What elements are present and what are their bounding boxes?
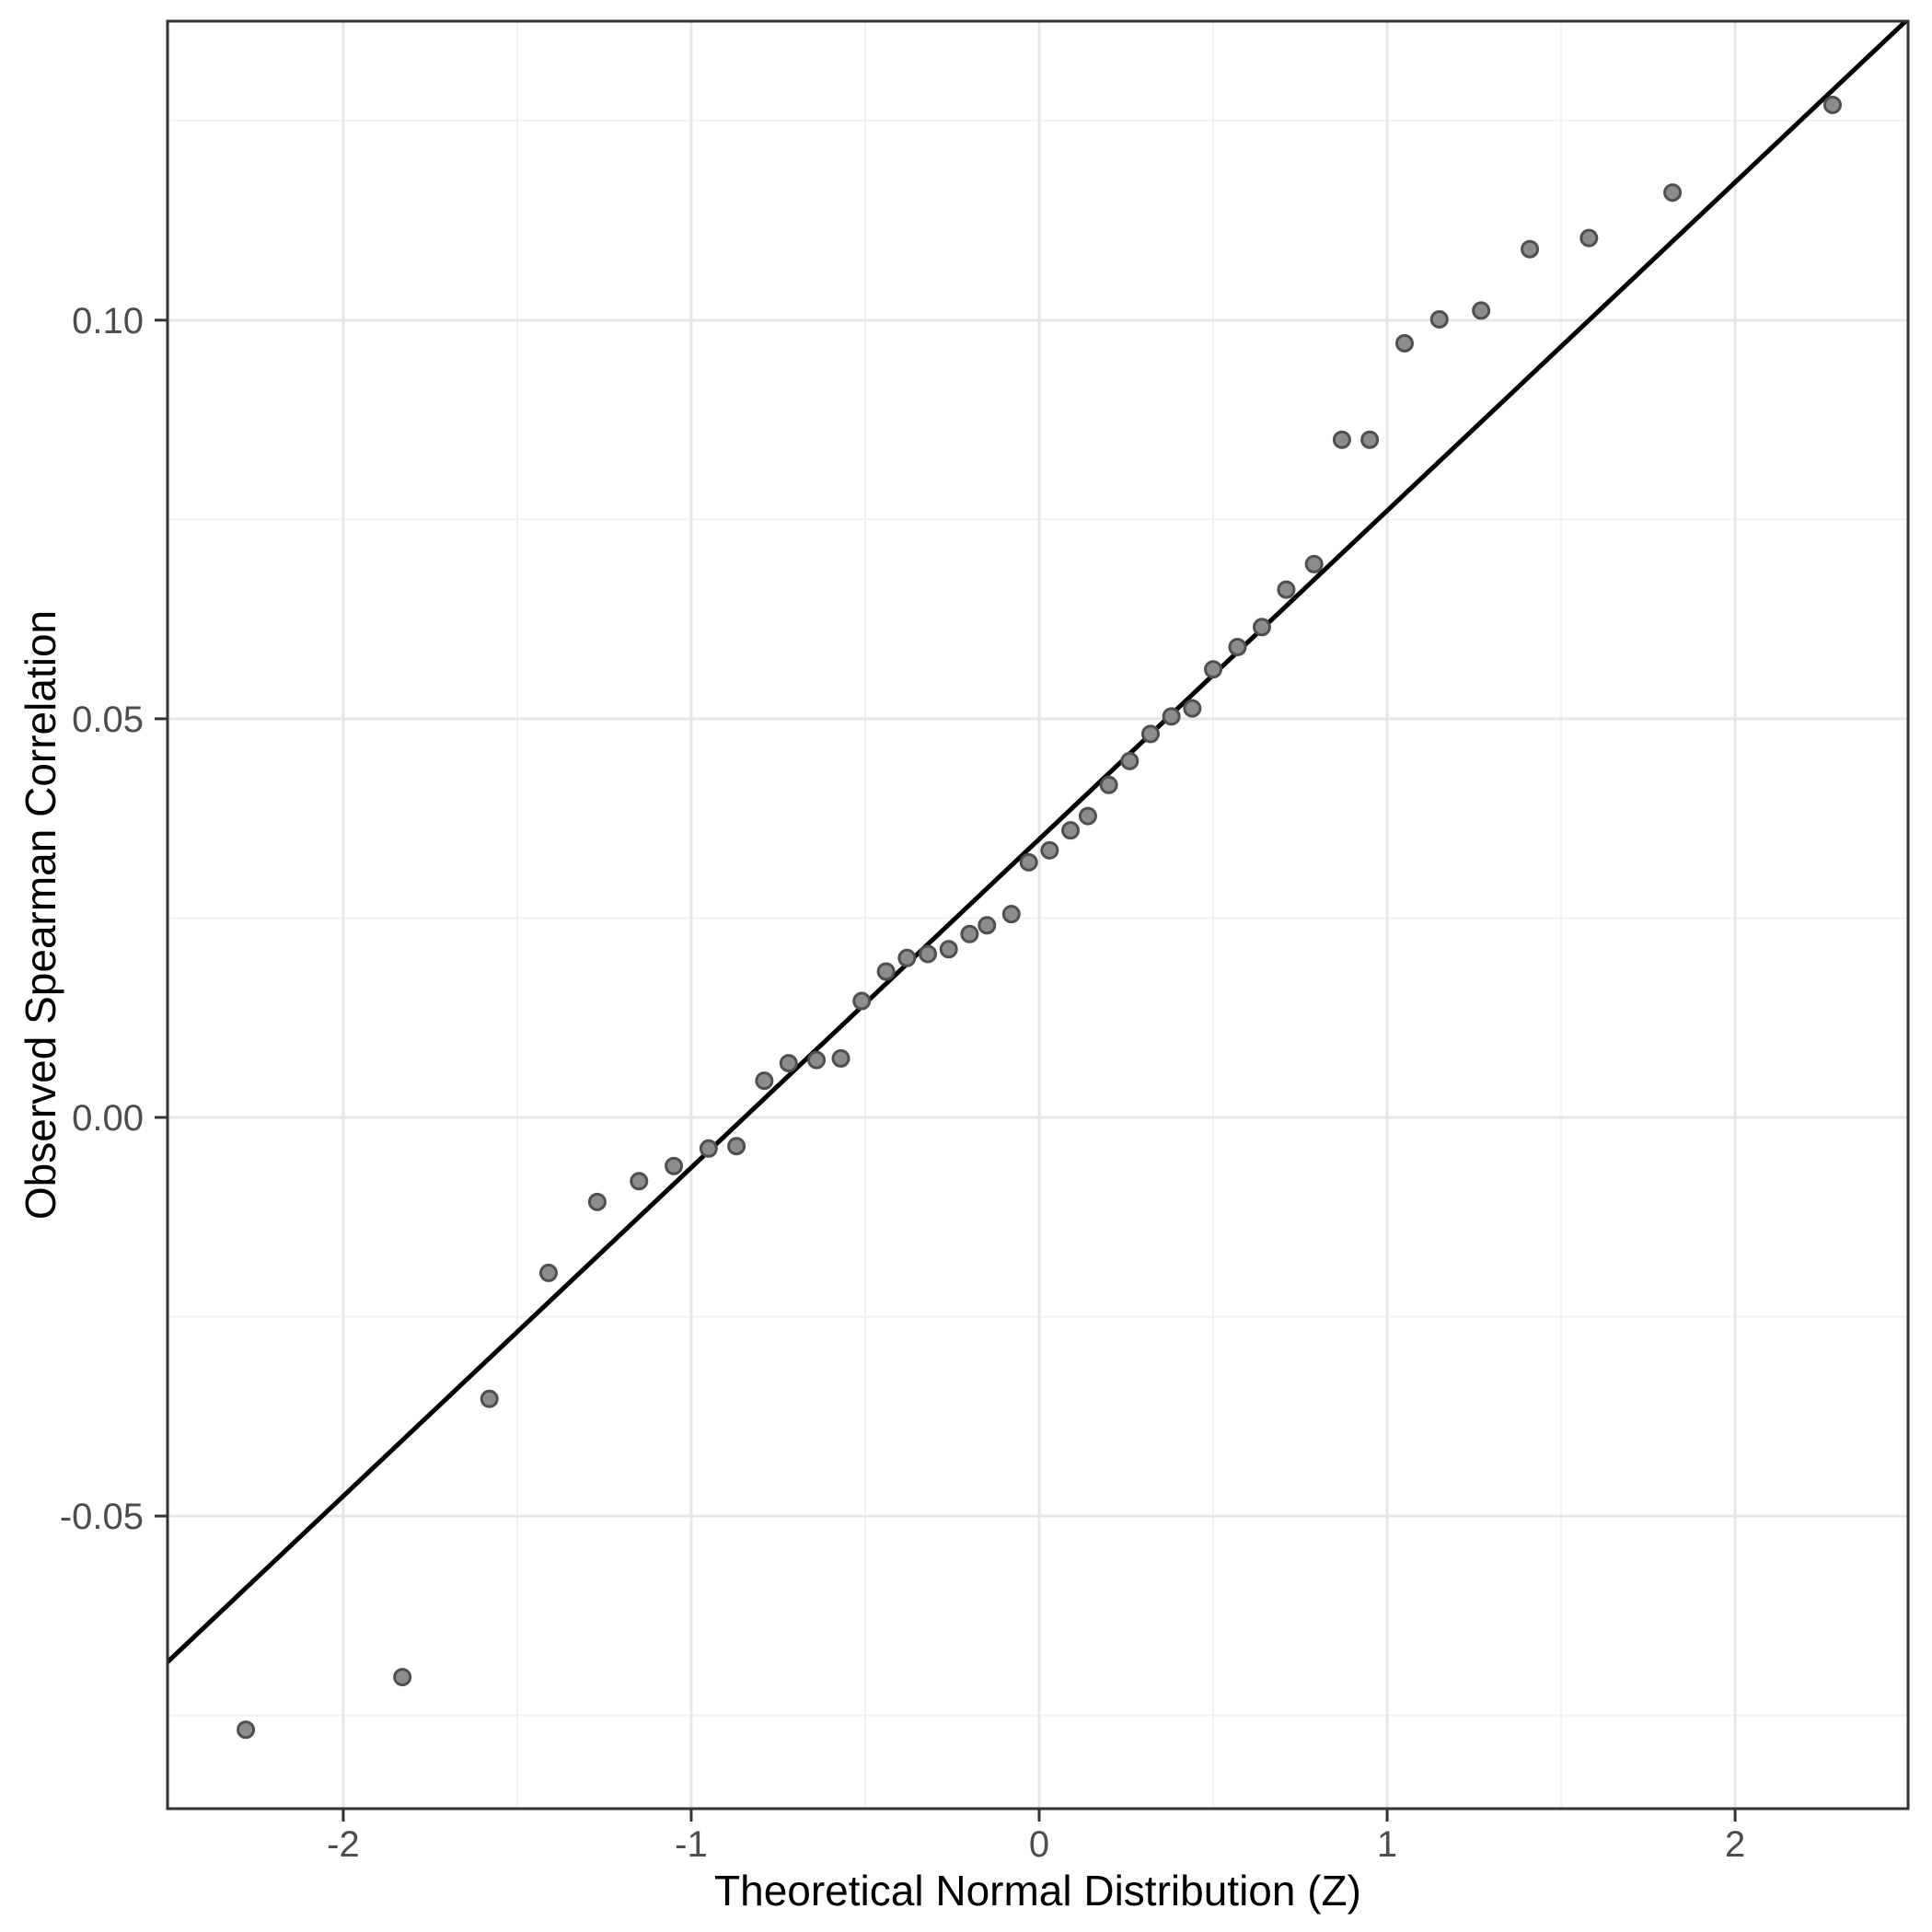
data-point [960, 924, 979, 943]
x-tick-label: -1 [675, 1824, 708, 1865]
data-point [1663, 183, 1683, 202]
data-point [1521, 239, 1540, 259]
major-gridlines [168, 21, 1908, 1809]
data-point [1472, 301, 1491, 320]
data-point [1277, 580, 1296, 599]
data-point [1360, 430, 1380, 449]
data-point [665, 1156, 684, 1175]
data-point [1099, 775, 1118, 794]
x-tick-label: 1 [1377, 1824, 1397, 1865]
data-point [1162, 707, 1181, 726]
y-tick-label: 0.10 [72, 301, 144, 341]
data-point [1579, 228, 1599, 248]
y-tick-label: 0.00 [72, 1098, 144, 1139]
reference-line-group [168, 21, 1908, 1664]
data-point [779, 1054, 798, 1073]
y-tick-label: -0.05 [60, 1497, 144, 1537]
data-point [1120, 751, 1140, 770]
data-point [538, 1263, 558, 1282]
data-point [1394, 333, 1414, 353]
data-point [1040, 840, 1059, 860]
data-point [1228, 637, 1247, 656]
data-point [480, 1389, 499, 1408]
data-point [1001, 905, 1021, 924]
data-point [393, 1668, 412, 1687]
data-points-group [237, 95, 1842, 1740]
panel-border [166, 19, 1910, 1811]
data-point [1140, 724, 1160, 744]
data-point [807, 1050, 827, 1070]
data-point [831, 1048, 850, 1068]
data-point [1061, 821, 1081, 840]
data-point [1078, 806, 1097, 826]
data-point [978, 916, 997, 935]
y-tick-label: 0.05 [72, 700, 144, 740]
data-point [1204, 660, 1223, 679]
qq-reference-line [168, 21, 1908, 1664]
data-point [237, 1720, 256, 1740]
data-point [1332, 430, 1351, 449]
data-point [1304, 554, 1324, 573]
data-point [1183, 699, 1202, 718]
data-point [755, 1071, 774, 1091]
x-tick-label: 0 [1029, 1824, 1049, 1865]
data-point [1822, 95, 1842, 114]
data-point [1429, 309, 1449, 329]
x-tick-label: -2 [327, 1824, 360, 1865]
data-point [897, 948, 917, 967]
data-point [939, 940, 958, 959]
data-point [630, 1172, 649, 1191]
data-point [919, 944, 938, 964]
data-point [727, 1137, 746, 1156]
axis-ticks [155, 318, 1737, 1822]
data-point [876, 962, 896, 981]
x-axis-title: Theoretical Normal Distribution (Z) [714, 1867, 1361, 1915]
data-point [1252, 618, 1271, 637]
data-point [852, 991, 872, 1011]
data-point [587, 1192, 607, 1211]
y-axis-title: Observed Spearman Correlation [17, 609, 64, 1221]
axis-tick-labels: -2 -1 0 1 2 0.10 0.05 0.00 -0.05 [60, 301, 1745, 1865]
x-tick-label: 2 [1725, 1824, 1745, 1865]
data-point [1019, 852, 1038, 872]
data-point [699, 1139, 718, 1158]
